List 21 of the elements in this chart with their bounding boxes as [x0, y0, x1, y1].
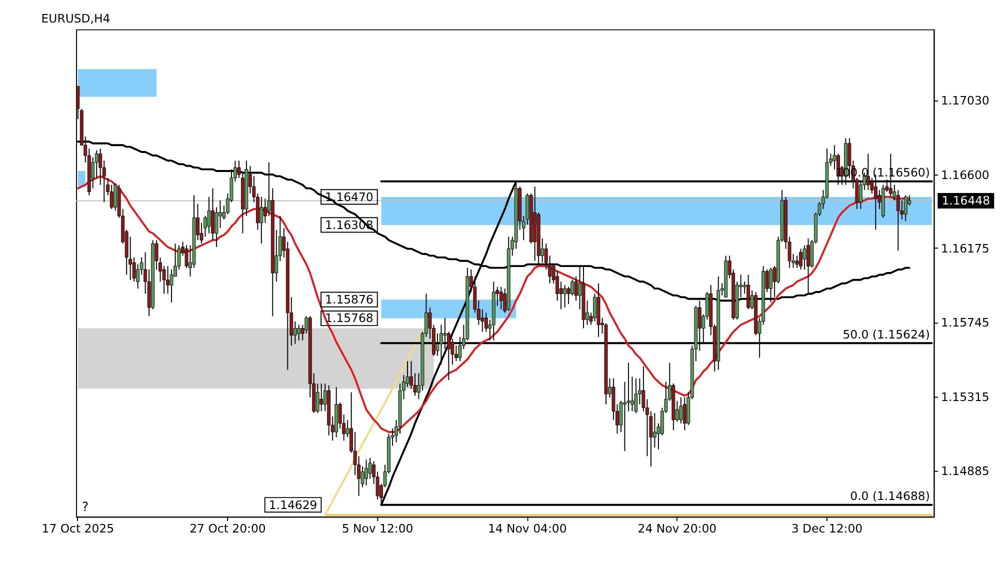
x-tick-label: 5 Nov 12:00: [342, 522, 414, 536]
series-label: 0.0 (1.14688): [850, 489, 930, 504]
chart-title: EURUSD,H4: [41, 12, 110, 26]
x-tick-label: 24 Nov 20:00: [638, 522, 717, 536]
x-tick-label: 27 Oct 20:00: [190, 522, 266, 536]
annotation: 1.16470: [325, 190, 374, 204]
y-tick-label: 1.16175: [941, 241, 990, 256]
y-tick-label: 1.15745: [941, 316, 990, 330]
y-tick-label: 1.16600: [941, 168, 990, 182]
annotation: ?: [82, 498, 89, 514]
series-label: 50.0 (1.15624): [842, 327, 930, 342]
y-tick-label: 1.15315: [941, 390, 990, 404]
y-tick-label: 1.17030: [941, 94, 990, 108]
x-tick-label: 3 Dec 12:00: [791, 522, 863, 536]
annotation: 1.15876: [325, 292, 374, 306]
annotation: 1.14629: [268, 498, 318, 512]
ref-line-label: 1.16448: [942, 194, 990, 208]
annotation: 1.15768: [325, 311, 374, 326]
x-tick-label: 17 Oct 2025: [42, 522, 114, 536]
x-tick-label: 14 Nov 04:00: [488, 522, 567, 536]
y-tick-label: 1.14885: [941, 464, 990, 478]
